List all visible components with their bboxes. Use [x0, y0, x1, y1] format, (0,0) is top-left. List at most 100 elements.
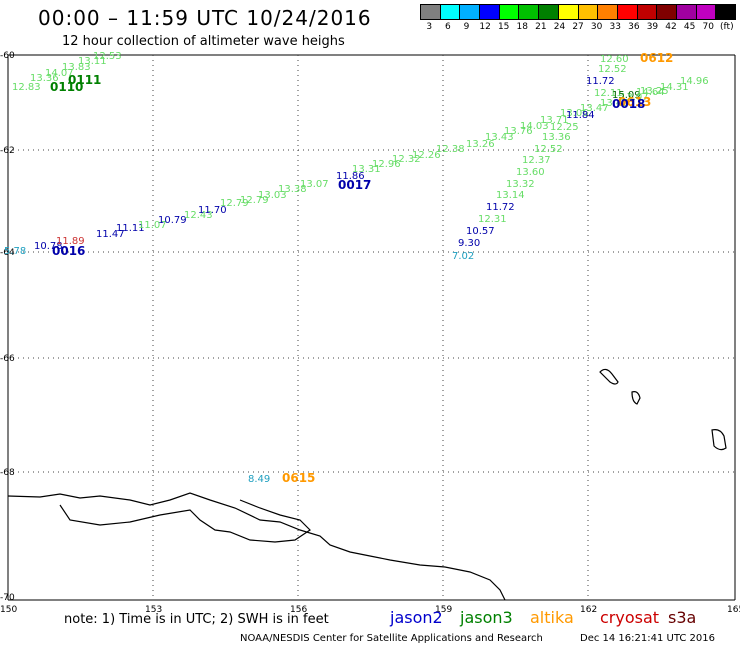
wave-height-value: 13.36 — [30, 73, 59, 84]
wave-height-value: 15.09 — [612, 90, 641, 101]
lon-label: 156 — [290, 605, 307, 615]
wave-height-value: 12.31 — [478, 214, 507, 225]
scale-label: 12 — [479, 22, 491, 32]
wave-height-value: 13.36 — [542, 132, 571, 143]
scale-label: 24 — [553, 22, 566, 32]
wave-height-value: 10.78 — [34, 241, 63, 252]
wave-height-value: 11.84 — [566, 110, 595, 121]
scale-swatch-0 — [421, 5, 441, 19]
wave-height-value: 13.07 — [300, 179, 329, 190]
map-subtitle: 12 hour collection of altimeter wave hei… — [62, 34, 345, 49]
scale-label: 30 — [590, 22, 603, 32]
wave-height-readings: 12.8313.3614.0713.8313.1112.53011101105.… — [4, 51, 709, 485]
wave-height-value: 13.83 — [62, 62, 91, 73]
wave-height-value: 8.49 — [248, 474, 270, 485]
wave-height-value: 11.70 — [198, 205, 227, 216]
wave-height-value: 13.60 — [516, 167, 545, 178]
pass-time-label: 0016 — [52, 244, 85, 258]
wave-height-value: 13.11 — [78, 56, 107, 67]
pass-time-label: 0613 — [618, 95, 651, 109]
coastline — [7, 368, 727, 601]
legend-jason2: jason2 — [390, 608, 443, 627]
wave-height-value: 14.64 — [636, 87, 665, 98]
scale-label: 9 — [463, 22, 470, 32]
color-scale-bar — [420, 4, 736, 20]
scale-label: 27 — [572, 22, 584, 32]
wave-height-value: 12.83 — [12, 82, 41, 93]
scale-label: 70 — [702, 22, 714, 32]
wave-height-value: 14.96 — [680, 76, 709, 87]
scale-label: 36 — [628, 22, 640, 32]
wave-height-value: 12.53 — [93, 51, 122, 62]
scale-swatch-6 — [539, 5, 559, 19]
wave-height-value: 13.45 — [600, 98, 629, 109]
wave-height-value: 10.57 — [466, 226, 495, 237]
scale-label: 42 — [665, 22, 677, 32]
scale-swatch-4 — [499, 5, 520, 19]
scale-swatch-11 — [637, 5, 658, 19]
scale-swatch-15 — [716, 5, 735, 19]
lat-lon-grid — [8, 55, 735, 600]
lat-label: -62 — [0, 146, 15, 156]
wave-height-value: 14.03 — [520, 121, 549, 132]
lat-label: -64 — [0, 248, 15, 258]
wave-height-value: 12.32 — [392, 154, 421, 165]
lon-label: 162 — [580, 605, 597, 615]
wave-height-value: 12.43 — [184, 210, 213, 221]
wave-height-value: 13.47 — [580, 103, 609, 114]
wave-height-value: 12.96 — [372, 159, 401, 170]
wave-height-value: 11.72 — [586, 76, 615, 87]
scale-label: 6 — [445, 22, 451, 32]
scale-label: 33 — [609, 22, 621, 32]
legend-jason3: jason3 — [460, 608, 513, 627]
lon-label: 150 — [0, 605, 17, 615]
scale-label: 45 — [683, 22, 696, 32]
wave-height-value: 13.71 — [540, 115, 569, 126]
scale-swatch-13 — [676, 5, 697, 19]
scale-label: 3 — [426, 22, 433, 32]
scale-label: 15 — [497, 22, 510, 32]
wave-height-value: 11.11 — [116, 223, 145, 234]
scale-swatch-7 — [558, 5, 579, 19]
map-title: 00:00 – 11:59 UTC 10/24/2016 — [38, 6, 372, 30]
credit-date: Dec 14 16:21:41 UTC 2016 — [580, 633, 715, 644]
pass-time-label: 0110 — [50, 80, 83, 94]
wave-height-value: 13.07 — [620, 92, 649, 103]
wave-height-value: 11.47 — [96, 229, 125, 240]
pass-time-label: 0615 — [282, 471, 315, 485]
legend-s3a: s3a — [668, 608, 697, 627]
scale-swatch-3 — [480, 5, 500, 19]
scale-swatch-2 — [460, 5, 481, 19]
legend-cryosat: cryosat — [600, 608, 660, 627]
scale-swatch-8 — [578, 5, 599, 19]
wave-height-value: 13.06 — [560, 108, 589, 119]
pass-time-label: 0017 — [338, 178, 371, 192]
wave-height-value: 11.89 — [56, 236, 85, 247]
wave-height-value: 12.25 — [550, 122, 579, 133]
map-frame — [7, 54, 736, 601]
scale-swatch-5 — [519, 5, 540, 19]
lon-label: 165 — [727, 605, 740, 615]
scale-swatch-1 — [440, 5, 461, 19]
wave-height-value: 14.07 — [45, 68, 74, 79]
wave-height-value: 12.38 — [436, 144, 465, 155]
legend-altika: altika — [530, 608, 574, 627]
wave-height-value: 13.32 — [506, 179, 535, 190]
note-text: note: 1) Time is in UTC; 2) SWH is in fe… — [64, 612, 329, 627]
wave-height-value: 13.31 — [352, 164, 381, 175]
lon-label: 153 — [145, 605, 162, 615]
wave-height-value: 13.38 — [278, 184, 307, 195]
pass-time-label: 0612 — [640, 51, 673, 65]
wave-height-value: 11.72 — [486, 202, 515, 213]
wave-height-value: 11.07 — [138, 220, 167, 231]
scale-swatch-10 — [617, 5, 638, 19]
wave-height-value: 12.52 — [534, 144, 563, 155]
wave-height-color-scale: 3 6 9 12 15 18 21 24 27 30 33 36 39 42 45 70 (ft) — [420, 4, 736, 32]
scale-label: 39 — [646, 22, 659, 32]
wave-height-value: 12.26 — [412, 150, 441, 161]
wave-height-value: 13.76 — [504, 126, 533, 137]
wave-height-value: 12.11 — [594, 88, 623, 99]
color-scale-labels: 3 6 9 12 15 18 21 24 27 30 33 36 39 42 45 70 (ft) — [420, 22, 736, 32]
wave-height-value: 12.60 — [600, 54, 629, 65]
